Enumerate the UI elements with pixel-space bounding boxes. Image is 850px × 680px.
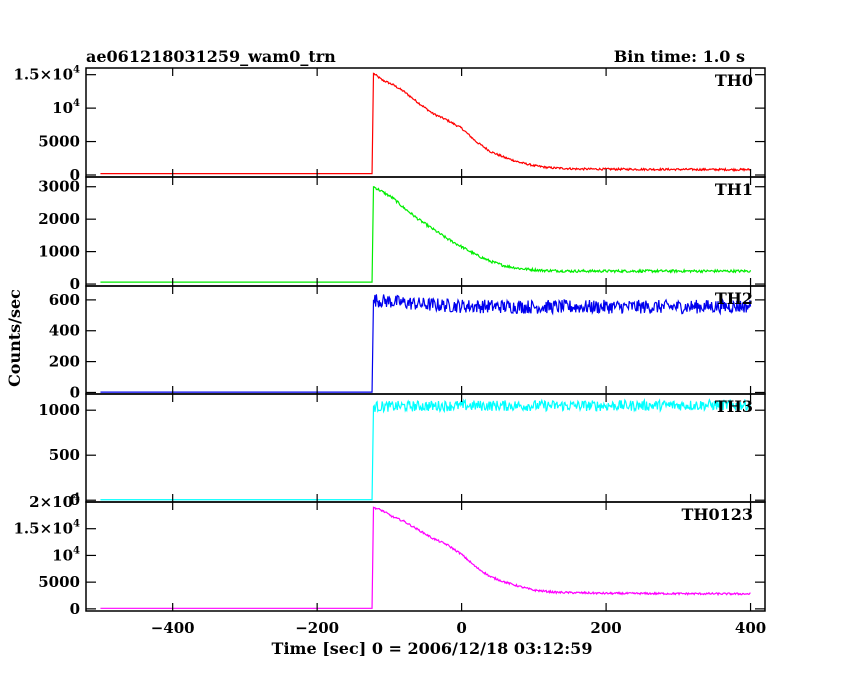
panel-frame-th1 xyxy=(85,176,766,287)
y-tick-label: 600 xyxy=(49,291,80,309)
panel-frame-th0 xyxy=(85,67,766,178)
series-line-th0 xyxy=(100,72,752,175)
y-tick-label: 5000 xyxy=(38,573,80,591)
x-tick-label: −200 xyxy=(295,619,339,637)
series-label-th0123: TH0123 xyxy=(681,505,753,524)
series-label-th1: TH1 xyxy=(715,180,753,199)
series-label-th3: TH3 xyxy=(715,397,753,416)
y-tick-label: 1.5×104 xyxy=(13,519,80,538)
chart-title: ae061218031259_wam0_trn xyxy=(86,47,336,66)
y-tick-label: 500 xyxy=(49,446,80,464)
series-line-th0123 xyxy=(100,506,751,609)
y-tick-label: 400 xyxy=(49,322,80,340)
y-tick-label: 1000 xyxy=(38,243,80,261)
y-tick-label: 2×104 xyxy=(29,492,80,511)
y-tick-label: 3000 xyxy=(38,178,80,196)
y-tick-label: 104 xyxy=(52,545,80,564)
y-tick-label: 0 xyxy=(70,166,80,184)
panel-frame-th3 xyxy=(85,393,766,503)
x-tick-label: −400 xyxy=(151,619,195,637)
series-label-th0: TH0 xyxy=(715,71,753,90)
x-tick-label: 200 xyxy=(590,619,621,637)
y-tick-label: 0 xyxy=(70,383,80,401)
series-label-th2: TH2 xyxy=(715,289,753,308)
series-line-th3 xyxy=(100,397,752,501)
y-tick-label: 0 xyxy=(70,600,80,618)
y-tick-label: 200 xyxy=(49,353,80,371)
x-axis-label: Time [sec] 0 = 2006/12/18 03:12:59 xyxy=(272,639,593,658)
y-tick-label: 0 xyxy=(70,275,80,293)
x-tick-label: 400 xyxy=(735,619,766,637)
y-tick-label: 5000 xyxy=(38,133,80,151)
chart-subtitle: Bin time: 1.0 s xyxy=(614,47,745,66)
y-tick-label: 2000 xyxy=(38,210,80,228)
series-line-th1 xyxy=(100,186,752,283)
x-tick-label: 0 xyxy=(456,619,466,637)
panel-frame-th0123 xyxy=(85,501,766,612)
y-tick-label: 0 xyxy=(70,491,80,509)
y-tick-label: 1.5×104 xyxy=(13,65,80,84)
y-tick-label: 1000 xyxy=(38,401,80,419)
panel-frame-th2 xyxy=(85,285,766,395)
y-axis-label: Counts/sec xyxy=(5,289,24,387)
series-line-th2 xyxy=(100,294,752,393)
y-tick-label: 104 xyxy=(52,98,80,117)
